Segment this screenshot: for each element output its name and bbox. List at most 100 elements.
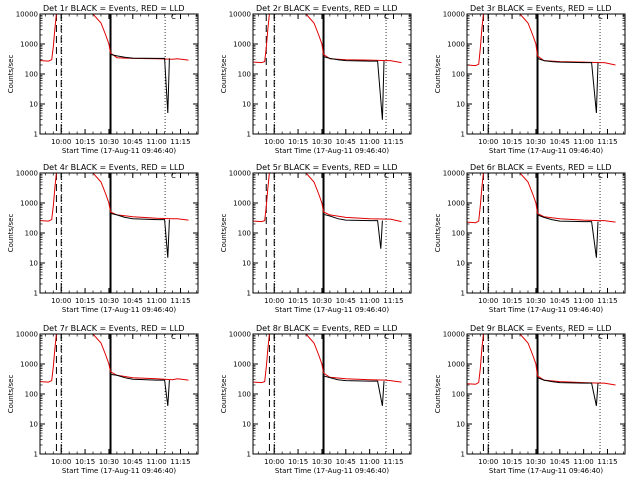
y-tick-label: 1000 [20,200,38,208]
y-axis-label: Counts/sec [434,375,442,414]
y-tick-label: 100 [238,230,251,238]
y-tick-label: 100 [238,71,251,79]
x-tick-label: 10:45 [550,138,570,146]
y-tick-label: 1 [34,290,38,298]
x-tick-label: 10:30 [526,458,546,466]
y-tick-label: 100 [452,391,465,399]
x-tick-label: 11:00 [147,138,167,146]
x-tick-label: 10:00 [264,297,284,305]
x-tick-label: 11:00 [147,297,167,305]
x-tick-label: 10:45 [336,458,356,466]
panel-title: Det 2r BLACK = Events, RED = LLD [256,4,398,13]
series-line-lld [467,173,616,224]
x-tick-label: 10:00 [478,297,498,305]
panel-7: C 1 10 100 1000 10000 10:00 10:15 10:30 10:45 11:0… [7,324,199,475]
y-tick-label: 10000 [229,331,251,339]
x-tick-label: 11:15 [170,458,190,466]
x-tick-label: 10:15 [502,297,522,305]
y-tick-label: 10 [456,421,465,429]
x-tick-label: 11:15 [170,138,190,146]
y-tick-label: 10000 [443,11,465,19]
panel-marker-label: C [171,13,176,21]
x-tick-label: 10:15 [502,138,522,146]
y-tick-label: 1 [461,131,465,139]
series-line-lld [253,334,402,384]
x-axis-label: Start Time (17-Aug-11 09:46:40) [62,147,176,155]
x-tick-label: 11:00 [360,138,380,146]
series-line-events [537,377,599,407]
panel-6: C 1 10 100 1000 10000 10:00 10:15 10:30 10:45 11:0… [434,163,626,314]
x-tick-label: 11:00 [574,138,594,146]
plot-frame [252,333,412,455]
panel-3: C 1 10 100 1000 10000 10:00 10:15 10:30 10:45 11:0… [434,4,626,155]
plot-frame [466,172,626,294]
y-tick-label: 1000 [447,200,465,208]
x-tick-label: 11:00 [574,458,594,466]
y-tick-label: 100 [452,71,465,79]
series-line-events [537,57,599,114]
panel-title: Det 4r BLACK = Events, RED = LLD [43,163,185,172]
panel-title: Det 7r BLACK = Events, RED = LLD [43,324,185,333]
plot-frame [39,333,199,455]
plot-frame [39,172,199,294]
panel-title: Det 8r BLACK = Events, RED = LLD [256,324,398,333]
x-axis-label: Start Time (17-Aug-11 09:46:40) [275,467,389,475]
series-line-events [110,53,170,114]
x-tick-label: 11:15 [597,297,617,305]
x-tick-label: 10:45 [550,458,570,466]
y-axis-label: Counts/sec [434,55,442,94]
y-tick-label: 10000 [229,170,251,178]
x-tick-label: 10:30 [526,297,546,305]
panel-marker-label: C [171,172,176,180]
y-tick-label: 1000 [233,41,251,49]
y-tick-label: 1000 [20,361,38,369]
y-tick-label: 1 [247,290,251,298]
y-tick-label: 1000 [447,41,465,49]
series-line-lld [467,334,616,386]
y-tick-label: 10 [456,101,465,109]
x-tick-label: 10:00 [51,297,71,305]
y-tick-label: 1 [34,451,38,459]
x-tick-label: 10:15 [75,138,95,146]
panel-9: C 1 10 100 1000 10000 10:00 10:15 10:30 10:45 11:0… [434,324,626,475]
plot-frame [252,172,412,294]
y-tick-label: 100 [25,71,38,79]
x-tick-label: 10:15 [288,458,308,466]
panel-5: C 1 10 100 1000 10000 10:00 10:15 10:30 10:45 11:0… [220,163,412,314]
x-axis-label: Start Time (17-Aug-11 09:46:40) [62,467,176,475]
y-tick-label: 1000 [20,41,38,49]
x-tick-label: 10:15 [75,458,95,466]
x-tick-label: 10:45 [123,297,143,305]
plot-frame [466,13,626,135]
x-tick-label: 10:15 [288,297,308,305]
y-tick-label: 1000 [447,361,465,369]
x-tick-label: 11:00 [574,297,594,305]
y-tick-label: 100 [25,230,38,238]
y-tick-label: 10 [456,260,465,268]
panel-marker-label: C [384,333,389,341]
panel-8: C 1 10 100 1000 10000 10:00 10:15 10:30 10:45 11:0… [220,324,412,475]
y-tick-label: 1000 [233,200,251,208]
plot-frame [252,13,412,135]
y-tick-label: 10000 [16,170,38,178]
y-axis-label: Counts/sec [7,55,15,94]
panel-marker-label: C [598,333,603,341]
x-tick-label: 10:00 [478,138,498,146]
y-axis-label: Counts/sec [7,375,15,414]
y-tick-label: 1 [461,451,465,459]
y-tick-label: 1 [461,290,465,298]
x-tick-label: 10:30 [312,297,332,305]
y-tick-label: 1 [247,451,251,459]
series-line-events [323,213,383,249]
panel-marker-label: C [598,13,603,21]
panel-4: C 1 10 100 1000 10000 10:00 10:15 10:30 10:45 11:0… [7,163,199,314]
panel-marker-label: C [171,333,176,341]
y-tick-label: 10 [242,101,251,109]
x-axis-label: Start Time (17-Aug-11 09:46:40) [275,306,389,314]
series-line-events [323,56,385,120]
x-tick-label: 10:30 [526,138,546,146]
x-tick-label: 10:30 [312,458,332,466]
x-tick-label: 10:15 [502,458,522,466]
y-tick-label: 10000 [443,331,465,339]
x-axis-label: Start Time (17-Aug-11 09:46:40) [489,306,603,314]
